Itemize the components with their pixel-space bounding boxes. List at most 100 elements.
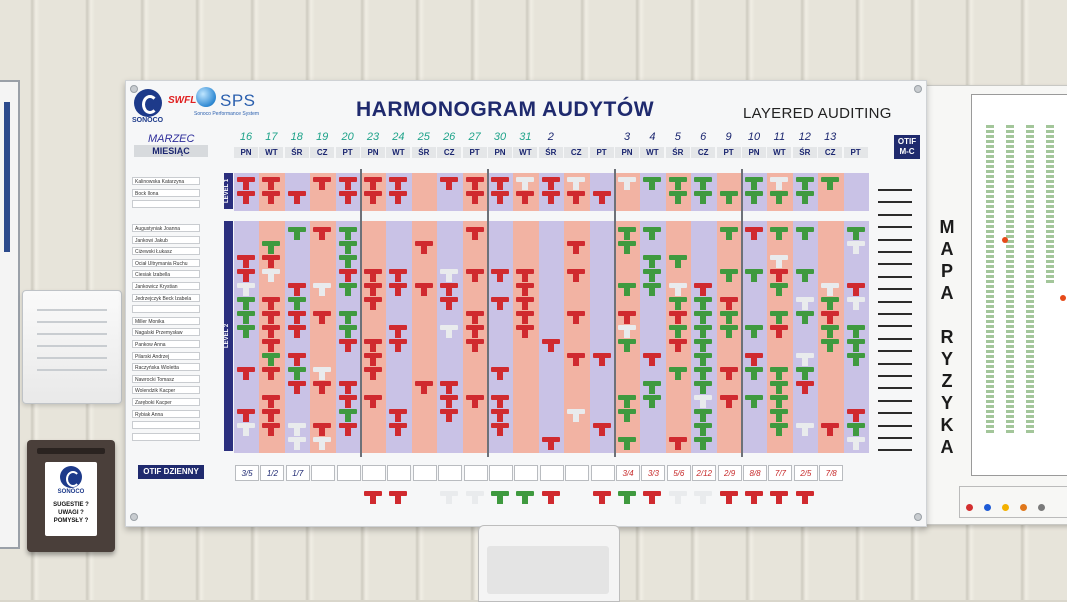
otif-daily-value[interactable] xyxy=(336,465,361,481)
audit-tag-green[interactable] xyxy=(338,241,357,254)
audit-tag-red[interactable] xyxy=(287,283,306,296)
audit-tag-green[interactable] xyxy=(694,381,713,394)
audit-tag-green[interactable] xyxy=(618,227,636,240)
audit-tag-red[interactable] xyxy=(364,283,382,296)
audit-tag-red[interactable] xyxy=(668,339,687,352)
audit-tag-white[interactable] xyxy=(618,325,636,338)
audit-tag-red[interactable] xyxy=(338,395,357,408)
audit-tag-red[interactable] xyxy=(770,269,789,282)
audit-tag-green[interactable] xyxy=(287,367,306,380)
audit-tag-green[interactable] xyxy=(338,255,357,268)
audit-tag-green[interactable] xyxy=(846,227,865,240)
audit-tag-green[interactable] xyxy=(795,311,814,324)
audit-tag-red[interactable] xyxy=(592,491,611,504)
audit-tag-green[interactable] xyxy=(745,325,763,338)
audit-tag-red[interactable] xyxy=(465,339,484,352)
audit-tag-white[interactable] xyxy=(262,269,281,282)
audit-tag-green[interactable] xyxy=(237,311,255,324)
audit-tag-green[interactable] xyxy=(237,325,255,338)
audit-tag-green[interactable] xyxy=(643,395,662,408)
audit-tag-red[interactable] xyxy=(440,283,459,296)
audit-tag-red[interactable] xyxy=(262,339,281,352)
audit-tag-red[interactable] xyxy=(338,177,357,190)
audit-tag-red[interactable] xyxy=(592,423,611,436)
audit-tag-green[interactable] xyxy=(846,423,865,436)
audit-tag-red[interactable] xyxy=(846,283,865,296)
audit-tag-red[interactable] xyxy=(389,339,408,352)
otif-daily-value[interactable]: 3/3 xyxy=(641,465,666,481)
audit-tag-red[interactable] xyxy=(694,283,713,296)
audit-tag-red[interactable] xyxy=(287,311,306,324)
audit-tag-red[interactable] xyxy=(389,177,408,190)
audit-tag-white[interactable] xyxy=(668,491,687,504)
audit-tag-red[interactable] xyxy=(313,381,332,394)
audit-tag-red[interactable] xyxy=(719,297,738,310)
audit-tag-red[interactable] xyxy=(567,311,586,324)
audit-tag-red[interactable] xyxy=(745,491,763,504)
audit-tag-red[interactable] xyxy=(237,177,255,190)
audit-tag-white[interactable] xyxy=(795,297,814,310)
audit-tag-white[interactable] xyxy=(237,283,255,296)
audit-tag-green[interactable] xyxy=(821,339,840,352)
audit-tag-green[interactable] xyxy=(745,269,763,282)
audit-tag-green[interactable] xyxy=(643,269,662,282)
otif-daily-value[interactable] xyxy=(438,465,463,481)
audit-tag-green[interactable] xyxy=(770,283,789,296)
audit-tag-green[interactable] xyxy=(618,283,636,296)
audit-tag-green[interactable] xyxy=(821,177,840,190)
audit-tag-red[interactable] xyxy=(237,255,255,268)
audit-tag-red[interactable] xyxy=(491,269,509,282)
audit-tag-red[interactable] xyxy=(262,191,281,204)
audit-tag-white[interactable] xyxy=(516,177,535,190)
otif-daily-value[interactable]: 5/6 xyxy=(666,465,691,481)
audit-tag-green[interactable] xyxy=(338,283,357,296)
audit-tag-green[interactable] xyxy=(770,191,789,204)
audit-tag-green[interactable] xyxy=(694,409,713,422)
audit-tag-red[interactable] xyxy=(516,311,535,324)
audit-tag-red[interactable] xyxy=(668,437,687,450)
audit-tag-red[interactable] xyxy=(262,297,281,310)
audit-tag-green[interactable] xyxy=(287,227,306,240)
audit-tag-green[interactable] xyxy=(694,191,713,204)
audit-tag-red[interactable] xyxy=(719,395,738,408)
audit-tag-red[interactable] xyxy=(414,241,433,254)
audit-tag-white[interactable] xyxy=(313,367,332,380)
audit-tag-red[interactable] xyxy=(389,423,408,436)
audit-tag-green[interactable] xyxy=(618,491,636,504)
audit-tag-green[interactable] xyxy=(338,325,357,338)
audit-tag-red[interactable] xyxy=(516,325,535,338)
audit-tag-red[interactable] xyxy=(491,297,509,310)
audit-tag-green[interactable] xyxy=(262,241,281,254)
audit-tag-green[interactable] xyxy=(338,409,357,422)
audit-tag-red[interactable] xyxy=(821,423,840,436)
audit-tag-red[interactable] xyxy=(465,395,484,408)
audit-tag-red[interactable] xyxy=(440,297,459,310)
audit-tag-red[interactable] xyxy=(567,353,586,366)
audit-tag-white[interactable] xyxy=(440,325,459,338)
audit-tag-red[interactable] xyxy=(516,191,535,204)
audit-tag-green[interactable] xyxy=(694,339,713,352)
audit-tag-red[interactable] xyxy=(643,491,662,504)
audit-tag-green[interactable] xyxy=(618,395,636,408)
audit-tag-green[interactable] xyxy=(795,367,814,380)
audit-tag-red[interactable] xyxy=(465,177,484,190)
audit-tag-red[interactable] xyxy=(364,191,382,204)
audit-tag-red[interactable] xyxy=(491,367,509,380)
audit-tag-green[interactable] xyxy=(694,367,713,380)
audit-tag-red[interactable] xyxy=(338,423,357,436)
otif-daily-value[interactable]: 2/12 xyxy=(692,465,717,481)
audit-tag-green[interactable] xyxy=(719,269,738,282)
audit-tag-red[interactable] xyxy=(719,367,738,380)
audit-tag-red[interactable] xyxy=(465,269,484,282)
audit-tag-green[interactable] xyxy=(719,191,738,204)
otif-daily-value[interactable] xyxy=(565,465,590,481)
audit-tag-white[interactable] xyxy=(618,177,636,190)
audit-tag-green[interactable] xyxy=(770,381,789,394)
audit-tag-green[interactable] xyxy=(694,311,713,324)
audit-tag-red[interactable] xyxy=(338,191,357,204)
audit-tag-green[interactable] xyxy=(287,297,306,310)
audit-tag-red[interactable] xyxy=(541,177,560,190)
audit-tag-green[interactable] xyxy=(643,255,662,268)
audit-tag-red[interactable] xyxy=(567,191,586,204)
audit-tag-green[interactable] xyxy=(694,325,713,338)
